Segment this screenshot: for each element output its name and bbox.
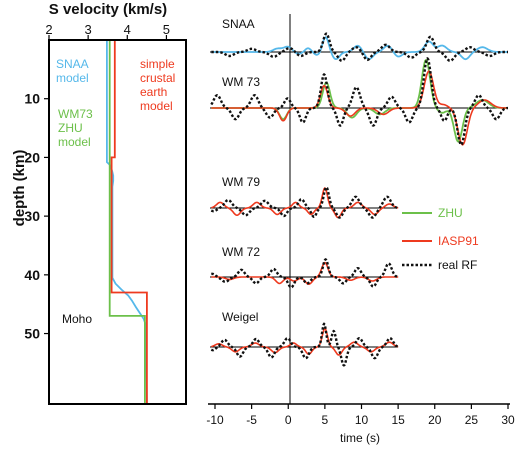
velocity-axis-title: S velocity (km/s): [49, 1, 167, 18]
real-trace-line: [210, 57, 509, 146]
velocity-tick-label: 3: [85, 22, 92, 37]
iasp91-legend-label: IASP91: [438, 234, 479, 248]
iasp91-model-label-line: model: [140, 99, 173, 113]
real-trace-line: [210, 258, 399, 289]
velocity-plot-frame: [48, 39, 187, 405]
station-label: WM 73: [222, 75, 260, 89]
legend: ZHU IASP91 real RF: [402, 206, 479, 272]
depth-tick-label: 10: [24, 91, 40, 107]
depth-tick-label: 40: [24, 267, 40, 283]
iasp91-model-label-line: earth: [140, 85, 167, 99]
zhu-model-label-line: model: [58, 135, 91, 149]
depth-tick-label: 20: [24, 149, 40, 165]
real-trace-line: [210, 186, 399, 219]
time-tick-label: -10: [206, 413, 224, 427]
iasp91-trace-line: [211, 327, 399, 356]
depth-tick-label: 50: [24, 326, 40, 342]
moho-label: Moho: [62, 312, 92, 326]
time-tick-label: 5: [322, 413, 329, 427]
station-label: Weigel: [222, 310, 258, 324]
zhu-model-label-line: ZHU: [58, 121, 83, 135]
snaa-model-label-line: model: [56, 71, 89, 85]
station-label: WM 79: [222, 175, 260, 189]
zhu-model-label-line: WM73: [58, 107, 93, 121]
iasp91-model-label-line: crustal: [140, 71, 175, 85]
time-tick-label: 15: [391, 413, 405, 427]
snaa-model-label-line: SNAA: [56, 57, 89, 71]
time-tick-label: -5: [246, 413, 257, 427]
zhu-legend-label: ZHU: [438, 206, 463, 220]
velocity-tick-label: 5: [163, 22, 170, 37]
snaa-model-label: SNAA model: [56, 57, 89, 85]
station-label: SNAA: [222, 17, 255, 31]
velocity-tick-label: 4: [124, 22, 131, 37]
time-x-ticks: -10 -5 0 5 10 15 20 25 30: [206, 404, 515, 427]
time-tick-label: 10: [355, 413, 369, 427]
real-trace-line: [210, 32, 509, 62]
velocity-model-lines: [106, 40, 148, 405]
depth-y-ticks: 10 20 30 40 50: [24, 91, 49, 342]
iasp91-trace-line: [211, 187, 399, 219]
time-tick-label: 25: [465, 413, 479, 427]
receiver-function-panel: SNAA WM 73 WM 79 WM 72 Weigel -10 -5 0 5 10 15 20 2…: [206, 14, 515, 445]
time-tick-label: 30: [501, 413, 515, 427]
zhu-velocity-model-line: [108, 40, 146, 404]
zhu-model-label: WM73 ZHU model: [58, 107, 93, 149]
receiver-function-traces: SNAA WM 73 WM 79 WM 72 Weigel: [210, 17, 509, 367]
iasp91-model-label: simple crustal earth model: [140, 57, 175, 113]
iasp91-model-label-line: simple: [140, 57, 175, 71]
velocity-tick-label: 2: [45, 22, 52, 37]
iasp91-velocity-model-line: [110, 40, 148, 404]
depth-axis-label: depth (km): [11, 150, 28, 227]
time-tick-label: 0: [285, 413, 292, 427]
time-tick-label: 20: [428, 413, 442, 427]
real-legend-label: real RF: [438, 258, 477, 272]
time-axis-label: time (s): [340, 431, 380, 445]
velocity-depth-panel: S velocity (km/s) 2 3 4 5 10 20 30 40 50 depth …: [11, 1, 187, 405]
depth-tick-label: 30: [24, 208, 40, 224]
real-trace-line: [210, 322, 399, 367]
station-label: WM 72: [222, 245, 260, 259]
